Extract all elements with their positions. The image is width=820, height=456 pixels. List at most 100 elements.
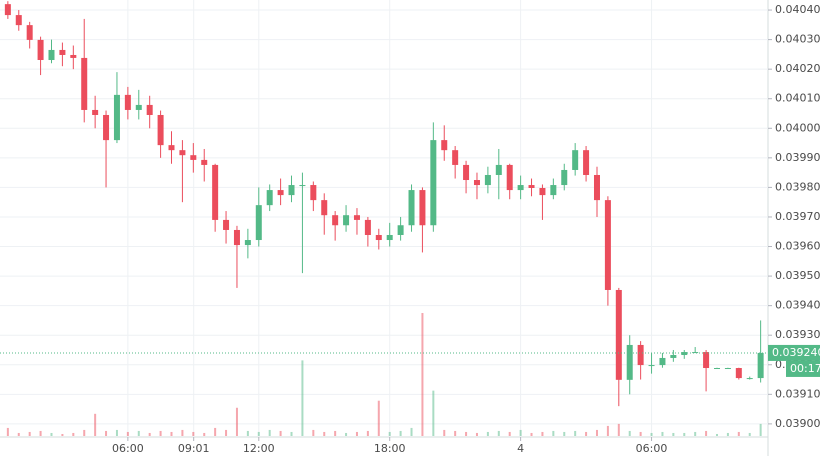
candle-body [343,215,350,226]
countdown-label: 00:17 [790,362,820,375]
volume-bar [366,430,369,436]
volume-bar [257,431,260,436]
candle-body [430,140,437,226]
candle-body [724,368,731,370]
volume-bar [83,429,86,436]
candle-body [452,150,459,165]
volume-bar [61,433,64,436]
candle-body [277,190,284,196]
volume-bar [486,431,489,436]
candle-body [419,190,426,226]
candle-body [757,352,764,379]
volume-bar [279,430,282,436]
volume-bar [541,431,544,436]
candle-body [92,109,99,115]
volume-bar [50,432,53,436]
x-tick-label: 06:00 [636,442,668,455]
volume-bar [508,431,511,436]
candle-body [26,25,33,40]
volume-bar [388,431,391,436]
candle-body [124,94,131,110]
candle-body [146,104,153,115]
candle-body [353,215,360,220]
volume-bar [585,431,588,436]
candle-body [735,368,742,379]
candle-body [332,215,339,226]
volume-bar [268,429,271,436]
candle-body [168,145,175,151]
volume-bar [475,432,478,436]
volume-bar [432,390,435,436]
volume-bar [137,430,140,436]
candle-body [190,155,197,160]
volume-bar [39,430,42,436]
volume-bar [246,430,249,436]
candle-body [681,352,688,356]
volume-bar [748,432,751,436]
candle-body [244,240,251,246]
volume-bar [301,360,304,436]
x-tick-label: 12:00 [243,442,275,455]
candle-body [397,225,404,235]
candle-body [506,164,513,191]
candle-body [386,234,393,241]
candle-body [299,185,306,187]
volume-bar [639,431,642,436]
last-price-label: 0.039240 [772,346,820,359]
candle-body [648,365,655,367]
candles [4,1,764,407]
x-tick-label: 06:00 [112,442,144,455]
volume-bar [737,431,740,436]
countdown-badge [786,360,820,377]
candle-body [37,39,44,61]
volume-bar [705,430,708,436]
volume-bar [421,313,424,436]
candle-body [233,229,240,246]
last-price-badge [768,344,820,361]
volume-bar [726,432,729,436]
candle-body [157,114,164,146]
volume-bar [672,432,675,436]
volume-bar [694,431,697,436]
candle-body [637,344,644,366]
volume-bar [606,425,609,436]
volume-bar [203,432,206,436]
volume-bar [355,431,358,436]
candle-body [593,174,600,201]
candle-body [4,4,11,16]
candle-body [255,205,262,241]
volume-bar [552,430,555,436]
volume-bar [105,430,108,436]
volume-bar [148,432,151,436]
volume-bar [181,429,184,436]
candle-body [539,187,546,196]
volume-pane [6,313,762,436]
candle-body [713,368,720,370]
candle-body [473,180,480,186]
candle-body [703,352,710,369]
volume-bar [312,429,315,436]
volume-bar [28,431,31,436]
x-tick-label: 18:00 [374,442,406,455]
candle-body [550,185,557,196]
volume-bar [530,432,533,436]
candle-body [364,219,371,235]
volume-bar [334,430,337,436]
candle-body [179,150,186,156]
volume-bar [126,431,129,436]
volume-bar [399,430,402,436]
candle-body [746,378,753,380]
candle-body [572,150,579,170]
x-tick-label: 4 [517,442,524,455]
volume-bar [563,431,566,436]
volume-bar [628,430,631,436]
